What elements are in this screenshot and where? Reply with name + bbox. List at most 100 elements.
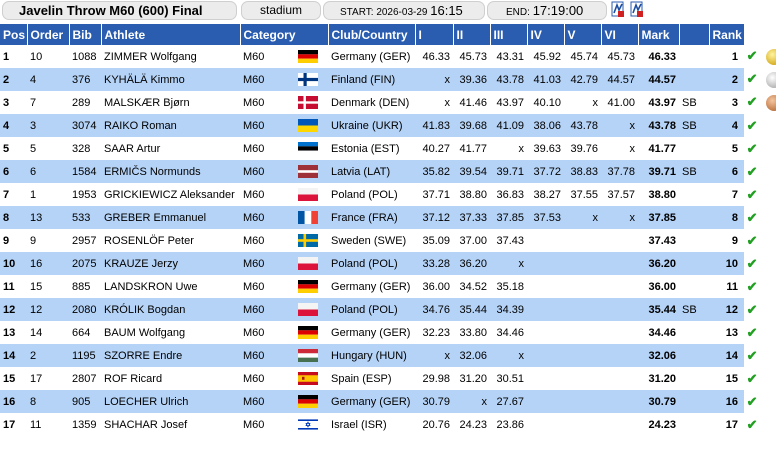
col-bib[interactable]: Bib (69, 24, 102, 45)
athlete-name[interactable]: BAUM Wolfgang (101, 321, 240, 344)
col-mark[interactable]: Mark (638, 24, 680, 45)
event-title: Javelin Throw M60 (600) Final (2, 1, 237, 20)
note-cell (679, 68, 710, 91)
col-category[interactable]: Category (240, 24, 329, 45)
col-order[interactable]: Order (27, 24, 70, 45)
table-row[interactable]: 13 14 664 BAUM Wolfgang M60 Germany (GER) 32.2… (0, 321, 776, 344)
table-row[interactable]: 1 10 1088 ZIMMER Wolfgang M60 Germany (GER) 46… (0, 45, 776, 68)
athlete-name[interactable]: ZIMMER Wolfgang (101, 45, 240, 68)
athlete-name[interactable]: GRICKIEWICZ Aleksander (101, 183, 240, 206)
table-row[interactable]: 7 1 1953 GRICKIEWICZ Aleksander M60 Poland (P… (0, 183, 776, 206)
status-cell: ✔ (744, 114, 776, 137)
note-cell (679, 275, 710, 298)
rank-cell: 11 (709, 275, 745, 298)
order-cell: 12 (27, 298, 69, 321)
table-row[interactable]: 2 4 376 KYHÄLÄ Kimmo M60 Finland (FIN) x 39.36 4… (0, 68, 776, 91)
col-pos[interactable]: Pos (0, 24, 28, 45)
col-attempt-4[interactable]: IV (527, 24, 565, 45)
pos-cell: 1 (0, 45, 27, 68)
table-row[interactable]: 10 16 2075 KRAUZE Jerzy M60 Poland (POL) 33.28… (0, 252, 776, 275)
table-row[interactable]: 16 8 905 LOECHER Ulrich M60 Germany (GER) 30.7… (0, 390, 776, 413)
athlete-name[interactable]: SAAR Artur (101, 137, 240, 160)
rank-cell: 17 (709, 413, 745, 436)
order-cell: 2 (27, 344, 69, 367)
col-attempt-5[interactable]: V (564, 24, 602, 45)
col-club[interactable]: Club/Country (328, 24, 416, 45)
country-flag-icon (298, 50, 318, 63)
athlete-name[interactable]: LOECHER Ulrich (101, 390, 240, 413)
table-row[interactable]: 9 9 2957 ROSENLÖF Peter M60 Sweden (SWE) 35.09… (0, 229, 776, 252)
athlete-name[interactable]: SHACHAR Josef (101, 413, 240, 436)
table-row[interactable]: 5 5 328 SAAR Artur M60 Estonia (EST) 40.27 41.7… (0, 137, 776, 160)
pos-cell: 6 (0, 160, 27, 183)
rank-cell: 8 (709, 206, 745, 229)
country-flag-icon (298, 303, 318, 316)
start-list-icon[interactable] (611, 1, 625, 18)
country-flag-icon (298, 165, 318, 178)
pos-cell: 7 (0, 183, 27, 206)
rank-cell: 1 (709, 45, 745, 68)
venue-label: stadium (241, 1, 321, 20)
table-row[interactable]: 4 3 3074 RAIKO Roman M60 Ukraine (UKR) 41.83 39… (0, 114, 776, 137)
club-country-cell: Finland (FIN) (328, 68, 416, 91)
attempt-3-cell: x (490, 252, 528, 275)
results-table: Pos Order Bib Athlete Category Club/Coun… (0, 24, 776, 436)
col-attempt-6[interactable]: VI (601, 24, 639, 45)
athlete-name[interactable]: ERMIČS Normunds (101, 160, 240, 183)
athlete-name[interactable]: KYHÄLÄ Kimmo (101, 68, 240, 91)
col-attempt-3[interactable]: III (490, 24, 528, 45)
category-cell: M60 (240, 298, 298, 321)
attempt-6-cell (601, 390, 639, 413)
athlete-name[interactable]: LANDSKRON Uwe (101, 275, 240, 298)
note-cell: SB (679, 91, 710, 114)
check-icon: ✔ (746, 117, 758, 133)
attempt-5-cell: x (564, 206, 602, 229)
gold-medal-icon (766, 49, 776, 66)
end-label: END: (506, 7, 530, 18)
col-athlete[interactable]: Athlete (101, 24, 241, 45)
status-cell: ✔ (744, 68, 776, 91)
athlete-name[interactable]: MALSKÆR Bjørn (101, 91, 240, 114)
pos-cell: 12 (0, 298, 27, 321)
attempt-5-cell: 39.76 (564, 137, 602, 160)
order-cell: 11 (27, 413, 69, 436)
table-row[interactable]: 15 17 2807 ROF Ricard M60 Spain (ESP) 29.98 31.… (0, 367, 776, 390)
athlete-name[interactable]: KRAUZE Jerzy (101, 252, 240, 275)
order-cell: 1 (27, 183, 69, 206)
pos-cell: 2 (0, 68, 27, 91)
athlete-name[interactable]: RAIKO Roman (101, 114, 240, 137)
attempt-1-cell: 37.71 (415, 183, 454, 206)
table-row[interactable]: 17 11 1359 SHACHAR Josef M60 Israel (ISR) 20.7… (0, 413, 776, 436)
table-row[interactable]: 3 7 289 MALSKÆR Bjørn M60 Denmark (DEN) x 41.46… (0, 91, 776, 114)
athlete-name[interactable]: KRÓLIK Bogdan (101, 298, 240, 321)
athlete-name[interactable]: GREBER Emmanuel (101, 206, 240, 229)
check-icon: ✔ (746, 140, 758, 156)
table-row[interactable]: 11 15 885 LANDSKRON Uwe M60 Germany (GER) 36.0… (0, 275, 776, 298)
category-cell: M60 (240, 114, 298, 137)
note-cell: SB (679, 298, 710, 321)
table-row[interactable]: 12 12 2080 KRÓLIK Bogdan M60 Poland (POL) 34.7… (0, 298, 776, 321)
athlete-name[interactable]: ROSENLÖF Peter (101, 229, 240, 252)
attempt-1-cell: 40.27 (415, 137, 454, 160)
attempt-1-cell: x (415, 68, 454, 91)
category-cell: M60 (240, 183, 298, 206)
attempt-5-cell (564, 390, 602, 413)
col-rank[interactable]: Rank (709, 24, 745, 45)
athlete-name[interactable]: ROF Ricard (101, 367, 240, 390)
category-cell: M60 (240, 68, 298, 91)
athlete-name[interactable]: SZORRE Endre (101, 344, 240, 367)
table-row[interactable]: 14 2 1195 SZORRE Endre M60 Hungary (HUN) x 32.0… (0, 344, 776, 367)
col-attempt-2[interactable]: II (453, 24, 491, 45)
mark-cell: 35.44 (638, 298, 680, 321)
attempt-2-cell: 31.20 (453, 367, 491, 390)
status-cell: ✔ (744, 160, 776, 183)
note-cell (679, 390, 710, 413)
attempt-4-cell: 41.03 (527, 68, 565, 91)
results-icon[interactable] (630, 1, 644, 18)
mark-cell: 43.97 (638, 91, 680, 114)
table-row[interactable]: 6 6 1584 ERMIČS Normunds M60 Latvia (LAT) 35.8… (0, 160, 776, 183)
col-attempt-1[interactable]: I (415, 24, 454, 45)
table-row[interactable]: 8 13 533 GREBER Emmanuel M60 France (FRA) 37.1… (0, 206, 776, 229)
attempt-1-cell: 37.12 (415, 206, 454, 229)
club-country-cell: Germany (GER) (328, 275, 416, 298)
